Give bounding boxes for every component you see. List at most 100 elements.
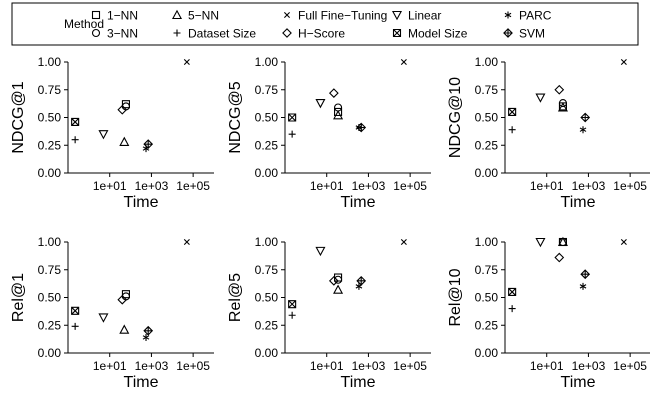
point-1-nn <box>334 273 343 282</box>
x-axis-title: Time <box>341 194 376 211</box>
point-linear <box>98 130 109 140</box>
y-tick-label: 0.00 <box>255 166 279 180</box>
legend-marker-full-fine-tuning <box>283 11 291 19</box>
panel-rel-10: 0.00 0.25 0.50 0.75 1.00 1e+01 1e+03 1e+05 Time R… <box>447 235 650 391</box>
legend-entry-h-score: H−Score <box>282 27 345 41</box>
point-svm <box>580 269 591 280</box>
x-tick-label: 1e+05 <box>176 359 210 373</box>
x-tick-label: 1e+03 <box>352 359 386 373</box>
x-axis-title: Time <box>124 194 159 211</box>
y-tick-label: 0.25 <box>255 138 279 152</box>
x-axis-title: Time <box>561 374 596 391</box>
point-3-nn <box>334 275 343 284</box>
point-parc <box>142 145 150 153</box>
legend-marker-parc <box>504 11 512 19</box>
point-1-nn <box>121 290 130 299</box>
x-tick-label: 1e+05 <box>393 179 427 193</box>
y-tick-label: 1.00 <box>38 235 62 249</box>
point-linear <box>535 93 546 103</box>
y-axis-title: NDCG@1 <box>10 81 27 153</box>
y-tick-label: 1.00 <box>475 235 499 249</box>
y-tick-label: 0.25 <box>38 318 62 332</box>
x-tick-label: 1e+01 <box>530 179 564 193</box>
point-full-fine-tuning <box>183 58 190 66</box>
y-tick-label: 1.00 <box>255 55 279 69</box>
y-tick-label: 0.00 <box>38 166 62 180</box>
y-tick-label: 0.50 <box>38 111 62 125</box>
legend-label: 1−NN <box>107 9 138 23</box>
y-tick-label: 1.00 <box>475 55 499 69</box>
point-svm <box>356 275 367 286</box>
x-tick-label: 1e+01 <box>93 179 127 193</box>
x-tick-label: 1e+03 <box>572 179 606 193</box>
point-parc <box>142 333 150 341</box>
legend-entry-svm: SVM <box>503 27 545 41</box>
legend-entry-dataset-size: Dataset Size <box>173 27 256 41</box>
point-full-fine-tuning <box>620 58 627 66</box>
legend-marker-h-score <box>282 28 292 38</box>
y-tick-label: 0.75 <box>255 263 279 277</box>
y-tick-label: 0.25 <box>255 318 279 332</box>
y-tick-label: 0.50 <box>38 291 62 305</box>
panel-ndcg-1: 0.00 0.25 0.50 0.75 1.00 1e+01 1e+03 1e+05 Time N… <box>10 55 214 211</box>
point-parc <box>579 126 587 134</box>
point-1-nn <box>334 107 343 116</box>
point-h-score <box>328 275 339 286</box>
legend-label: SVM <box>519 27 545 41</box>
point-3-nn <box>334 103 343 112</box>
point-h-score <box>117 104 128 115</box>
x-tick-label: 1e+05 <box>393 359 427 373</box>
point-model-size <box>71 117 80 126</box>
point-linear <box>315 246 326 257</box>
x-axis-title: Time <box>341 374 376 391</box>
point-5-nn <box>557 102 568 112</box>
point-model-size <box>508 287 517 296</box>
y-tick-label: 0.75 <box>475 83 499 97</box>
x-tick-label: 1e+01 <box>310 359 344 373</box>
y-axis-title: NDCG@5 <box>227 81 244 153</box>
legend-label: 3−NN <box>107 27 138 41</box>
legend-entry-5-nn: 5−NN <box>171 9 219 23</box>
legend-marker-dataset-size <box>173 29 181 37</box>
point-5-nn <box>119 136 130 146</box>
legend-label: 5−NN <box>188 9 219 23</box>
x-tick-label: 1e+01 <box>530 359 564 373</box>
point-linear <box>98 313 109 323</box>
x-tick-label: 1e+05 <box>176 179 210 193</box>
legend-marker-svm <box>503 28 513 38</box>
y-axis-title: NDCG@10 <box>447 77 464 158</box>
point-parc <box>579 282 587 290</box>
point-full-fine-tuning <box>620 238 627 246</box>
point-svm <box>580 112 591 123</box>
point-h-score <box>554 252 565 263</box>
y-axis-title: Rel@10 <box>447 268 464 326</box>
legend-label: Linear <box>408 9 441 23</box>
legend-marker-3-nn <box>91 28 101 38</box>
y-tick-label: 0.50 <box>475 291 499 305</box>
point-model-size <box>71 306 80 315</box>
y-tick-label: 0.75 <box>38 263 62 277</box>
point-h-score <box>328 88 339 98</box>
y-tick-label: 0.75 <box>38 83 62 97</box>
legend-label: Dataset Size <box>188 27 256 41</box>
y-tick-label: 0.25 <box>475 138 499 152</box>
x-tick-label: 1e+03 <box>572 359 606 373</box>
legend-entry-1-nn: 1−NN <box>91 9 138 23</box>
panel-ndcg-5: 0.00 0.25 0.50 0.75 1.00 1e+01 1e+03 1e+05 Time N… <box>227 55 431 211</box>
point-full-fine-tuning <box>400 58 407 66</box>
legend-label: Model Size <box>408 27 468 41</box>
y-tick-label: 0.00 <box>475 346 499 360</box>
point-linear <box>315 99 326 109</box>
point-dataset-size <box>508 305 516 313</box>
y-tick-label: 0.75 <box>255 83 279 97</box>
point-5-nn <box>333 284 344 294</box>
y-tick-label: 0.50 <box>475 111 499 125</box>
legend-marker-5-nn <box>171 9 183 20</box>
point-dataset-size <box>508 126 516 134</box>
legend-entry-full-fine-tuning: Full Fine−Tuning <box>283 9 387 23</box>
point-full-fine-tuning <box>400 238 407 246</box>
panel-ndcg-10: 0.00 0.25 0.50 0.75 1.00 1e+01 1e+03 1e+05 Time N… <box>447 55 650 211</box>
legend-entry-linear: Linear <box>391 9 441 23</box>
y-tick-label: 0.50 <box>255 111 279 125</box>
point-model-size <box>288 300 297 309</box>
